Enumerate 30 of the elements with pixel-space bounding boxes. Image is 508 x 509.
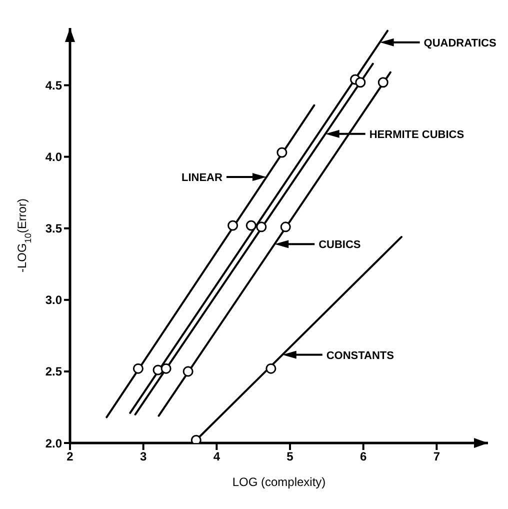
x-tick-label: 3 (140, 450, 147, 464)
x-tick-label: 7 (433, 450, 440, 464)
y-tick-label: 2.0 (45, 436, 62, 450)
x-axis-title: LOG (complexity) (232, 475, 326, 489)
point (256, 222, 267, 232)
point (378, 77, 388, 88)
annotation: QUADRATICS (424, 37, 496, 50)
point (160, 363, 172, 374)
x-tick-label: 5 (286, 450, 294, 464)
point (266, 363, 276, 374)
point (132, 363, 144, 374)
annotation: CONSTANTS (326, 350, 394, 362)
annotation: CUBICS (318, 239, 361, 252)
y-tick-label: 4.5 (45, 78, 62, 92)
point (246, 220, 256, 231)
point (190, 434, 202, 443)
y-tick-label: 2.5 (45, 364, 62, 379)
y-tick-label: 4.0 (45, 150, 62, 164)
annotation: HERMITE CUBICS (369, 128, 464, 141)
point (276, 147, 288, 158)
x-tick-label: 2 (66, 450, 74, 464)
point (182, 366, 194, 377)
point (228, 220, 238, 231)
point (355, 77, 366, 88)
x-tick-label: 4 (213, 450, 220, 464)
x-tick-label: 6 (360, 450, 367, 464)
y-tick-label: 3.5 (45, 222, 62, 236)
point (280, 222, 291, 232)
annotation: LINEAR (182, 172, 223, 184)
y-tick-label: 3.0 (45, 293, 62, 308)
